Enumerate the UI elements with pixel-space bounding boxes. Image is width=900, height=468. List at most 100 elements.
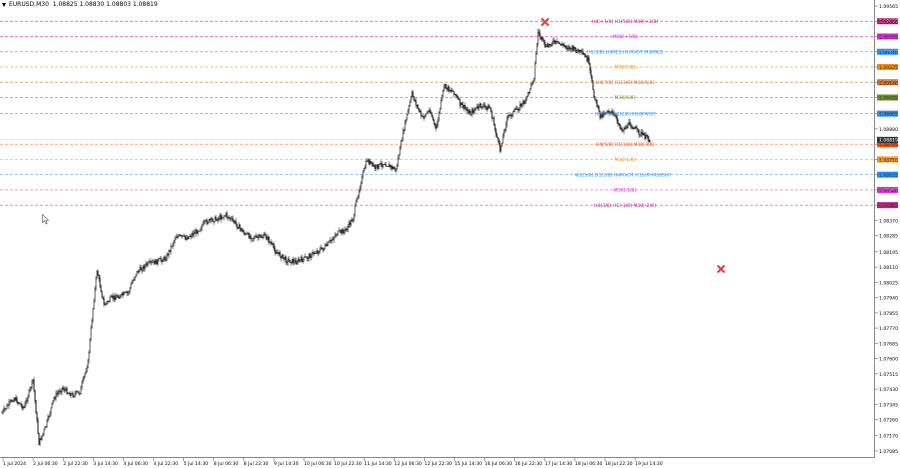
candle-body [563, 44, 565, 46]
candle-body [357, 196, 359, 198]
candle-body [392, 167, 394, 169]
candle-body [457, 96, 459, 100]
candle-body [243, 231, 245, 235]
candle-body [258, 234, 260, 238]
candle-body [84, 373, 86, 377]
candle-body [182, 235, 184, 237]
candle-body [143, 265, 145, 269]
candle-body [236, 223, 238, 228]
time-tick-label: 19 Jul 14:30 [635, 461, 663, 467]
candle-body [211, 217, 213, 220]
candle-body [632, 127, 634, 130]
candle-body [418, 108, 420, 112]
candle-body [154, 260, 156, 265]
candle-body [97, 271, 99, 276]
candle-body [524, 101, 526, 104]
candle-body [137, 270, 139, 273]
candle-body [235, 221, 237, 224]
candle-body [57, 392, 59, 395]
candle-body [138, 270, 140, 273]
candle-body [626, 126, 628, 128]
candle-body [543, 39, 545, 43]
x-marker-icon[interactable] [716, 264, 726, 274]
candle-body [351, 220, 353, 222]
candle-body [447, 86, 449, 90]
candle-body [47, 416, 49, 421]
symbol-menu-icon[interactable] [2, 2, 6, 7]
candle-body [278, 252, 280, 254]
candle-body [208, 219, 210, 223]
candle-body [602, 112, 604, 118]
candle-body [595, 99, 597, 101]
candle-body [101, 291, 103, 298]
candle-body [479, 103, 481, 106]
candle-body [496, 134, 498, 138]
candle-body [156, 259, 158, 265]
candle-body [638, 130, 640, 136]
candle-body [166, 254, 168, 261]
level-price-text: 1.09140 [879, 80, 898, 86]
candle-body [455, 94, 457, 97]
candle-body [39, 438, 41, 445]
candle-body [176, 236, 178, 238]
candle-body [503, 130, 505, 137]
candle-body [252, 237, 254, 240]
candle-body [402, 130, 404, 141]
candle-body [574, 46, 576, 49]
level-price-tag [877, 156, 898, 163]
level-price-tag [877, 64, 898, 71]
candle-body [619, 124, 621, 129]
candle-body [423, 116, 425, 118]
time-tick-label: 12 Jul 22:30 [424, 461, 452, 467]
level-label: M30[1/8] [615, 157, 636, 163]
candle-body [223, 216, 225, 218]
candle-body [434, 123, 436, 126]
candle-body [202, 222, 204, 227]
candle-body [216, 219, 218, 221]
level-price-text: 1.08795 [879, 142, 898, 148]
candle-body [99, 278, 101, 287]
candle-body [28, 389, 30, 397]
candle-body [168, 249, 170, 256]
candle-body [112, 295, 114, 299]
candle-body [337, 230, 339, 236]
candle-body [319, 249, 321, 252]
price-tick-label: 1.08965 [879, 112, 898, 118]
candle-body [161, 260, 163, 262]
x-marker-icon[interactable] [540, 17, 550, 27]
markers-group [540, 17, 726, 274]
candle-body [23, 406, 25, 408]
candle-body [515, 108, 517, 110]
candle-body [579, 50, 581, 53]
time-tick-label: 1 Jul 2024 [3, 461, 26, 467]
candle-body [169, 249, 171, 252]
candle-body [217, 218, 219, 221]
plot-area[interactable] [0, 0, 875, 458]
candle-body [24, 403, 26, 408]
candle-body [300, 257, 302, 260]
candle-body [368, 159, 370, 165]
candle-body [483, 104, 485, 107]
candle-body [527, 92, 529, 97]
candle-body [344, 228, 346, 231]
candle-body [33, 379, 35, 391]
candle-body [391, 165, 393, 169]
candle-body [617, 120, 619, 125]
price-tick-label: 1.08025 [879, 280, 898, 286]
candle-body [478, 104, 480, 109]
candle-body [38, 433, 40, 445]
candle-body [73, 395, 75, 397]
price-tick-label: 1.07940 [879, 296, 898, 302]
time-tick-label: 2 Jul 06:30 [33, 461, 58, 467]
price-tick-label: 1.07170 [879, 434, 898, 440]
candle-body [133, 279, 135, 281]
candle-body [501, 143, 503, 146]
candle-body [411, 91, 413, 98]
candle-body [157, 259, 159, 265]
candle-body [493, 118, 495, 125]
candles-group [1, 28, 651, 447]
time-tick-label: 5 Jul 14:30 [184, 461, 209, 467]
candle-body [371, 162, 373, 164]
